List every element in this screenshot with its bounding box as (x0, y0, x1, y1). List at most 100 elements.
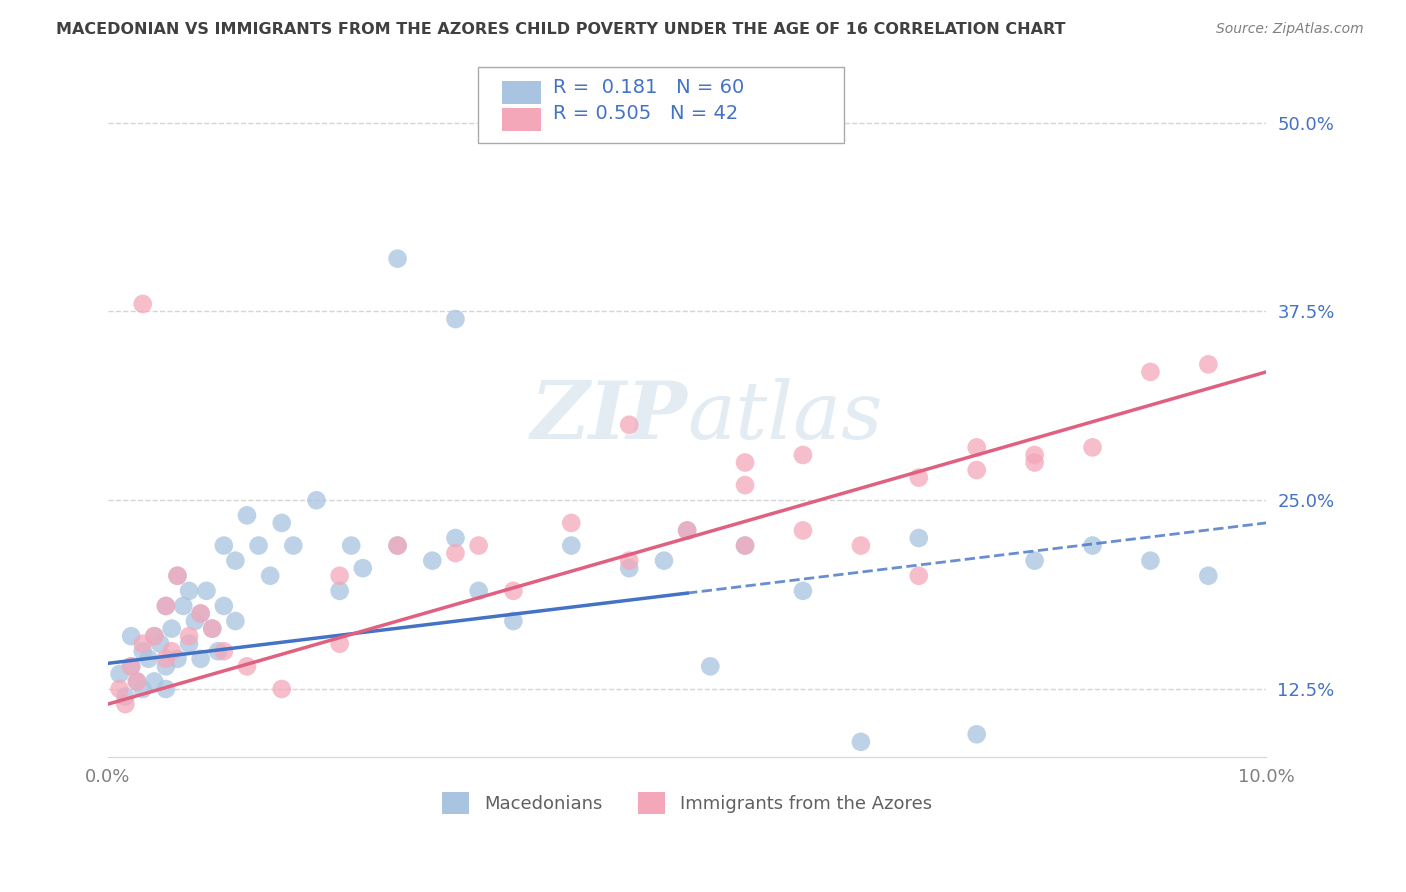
Point (247, 539, 270, 553)
Point (966, 727, 988, 741)
Text: MACEDONIAN VS IMMIGRANTS FROM THE AZORES CHILD POVERTY UNDER THE AGE OF 16 CORRE: MACEDONIAN VS IMMIGRANTS FROM THE AZORES… (56, 22, 1066, 37)
Point (143, 674, 166, 689)
Point (224, 554, 246, 568)
Point (177, 637, 200, 651)
Point (849, 735, 872, 749)
Point (270, 681, 292, 696)
Point (619, 561, 641, 575)
Point (352, 561, 374, 575)
Point (259, 568, 281, 582)
Point (155, 681, 177, 696)
Point (132, 637, 155, 651)
Point (132, 297, 155, 311)
Point (305, 493, 328, 508)
Point (676, 524, 699, 538)
Point (676, 524, 699, 538)
Point (155, 652, 177, 666)
Point (699, 659, 721, 673)
Point (155, 599, 177, 613)
Point (1139, 365, 1161, 379)
Point (1139, 554, 1161, 568)
Point (132, 681, 155, 696)
Point (966, 441, 988, 455)
Point (155, 659, 177, 673)
Point (236, 659, 259, 673)
Point (619, 417, 641, 432)
Point (132, 644, 155, 658)
Text: R =  0.181   N = 60: R = 0.181 N = 60 (553, 78, 744, 96)
Point (792, 448, 814, 462)
Point (444, 531, 467, 545)
Point (177, 629, 200, 643)
Point (125, 674, 148, 689)
Point (108, 681, 131, 696)
Point (160, 622, 183, 636)
Point (329, 637, 352, 651)
Point (387, 539, 409, 553)
Point (149, 637, 172, 651)
Point (270, 516, 292, 530)
Point (619, 554, 641, 568)
Point (120, 659, 142, 673)
Point (907, 470, 929, 484)
Point (201, 622, 224, 636)
Point (172, 599, 194, 613)
Point (329, 583, 352, 598)
Point (1081, 539, 1104, 553)
Point (1024, 554, 1046, 568)
Point (114, 697, 136, 711)
Point (224, 614, 246, 628)
Point (190, 652, 212, 666)
Point (907, 568, 929, 582)
Point (467, 583, 489, 598)
Point (120, 629, 142, 643)
Point (138, 652, 160, 666)
Point (143, 629, 166, 643)
Point (184, 614, 207, 628)
Point (1197, 357, 1219, 371)
Point (212, 644, 235, 658)
Point (560, 539, 582, 553)
Point (387, 539, 409, 553)
Point (502, 583, 524, 598)
Point (160, 644, 183, 658)
Point (734, 539, 756, 553)
Point (340, 539, 363, 553)
Point (1081, 441, 1104, 455)
Point (166, 652, 188, 666)
Point (387, 252, 409, 266)
Point (1197, 568, 1219, 582)
Point (1024, 455, 1046, 469)
Point (420, 554, 443, 568)
Point (283, 539, 305, 553)
Point (166, 568, 188, 582)
Point (143, 629, 166, 643)
Point (125, 674, 148, 689)
Point (114, 690, 136, 704)
Point (560, 516, 582, 530)
Point (1024, 448, 1046, 462)
Point (329, 568, 352, 582)
Point (444, 312, 467, 326)
Point (792, 583, 814, 598)
Point (792, 524, 814, 538)
Text: ZIP: ZIP (530, 378, 688, 456)
Point (201, 622, 224, 636)
Point (212, 599, 235, 613)
Point (444, 546, 467, 560)
Point (734, 455, 756, 469)
Point (195, 583, 218, 598)
Point (734, 478, 756, 492)
Point (155, 599, 177, 613)
Point (236, 508, 259, 523)
Point (734, 539, 756, 553)
Point (467, 539, 489, 553)
Point (190, 607, 212, 621)
Point (120, 659, 142, 673)
Legend: Macedonians, Immigrants from the Azores: Macedonians, Immigrants from the Azores (433, 782, 941, 822)
Point (108, 666, 131, 681)
Point (652, 554, 675, 568)
Point (907, 531, 929, 545)
Point (966, 463, 988, 477)
Point (502, 614, 524, 628)
